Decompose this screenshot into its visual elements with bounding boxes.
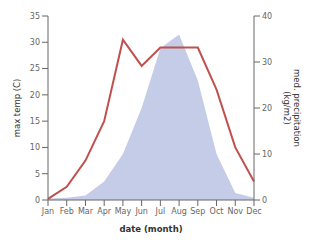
svg-text:Nov: Nov (227, 207, 243, 216)
svg-text:10: 10 (30, 143, 40, 152)
svg-text:0: 0 (262, 196, 267, 205)
svg-text:20: 20 (30, 91, 40, 100)
svg-text:Sep: Sep (190, 207, 205, 216)
svg-text:May: May (115, 207, 132, 216)
svg-text:25: 25 (30, 64, 40, 73)
svg-text:Aug: Aug (171, 207, 187, 216)
svg-text:Jun: Jun (134, 207, 148, 216)
svg-text:30: 30 (262, 58, 272, 67)
svg-text:Apr: Apr (97, 207, 112, 216)
svg-text:Oct: Oct (210, 207, 224, 216)
svg-text:0: 0 (35, 196, 40, 205)
svg-text:med. precipitation(kg/m2): med. precipitation(kg/m2) (282, 69, 302, 147)
svg-text:max temp (C): max temp (C) (12, 79, 22, 138)
svg-text:20: 20 (262, 104, 272, 113)
svg-text:10: 10 (262, 150, 272, 159)
svg-text:30: 30 (30, 38, 40, 47)
svg-text:Feb: Feb (60, 207, 74, 216)
svg-text:35: 35 (30, 12, 40, 21)
svg-text:40: 40 (262, 12, 272, 21)
svg-text:Jul: Jul (155, 207, 166, 216)
svg-text:Mar: Mar (78, 207, 94, 216)
svg-text:5: 5 (35, 170, 40, 179)
svg-text:Dec: Dec (246, 207, 261, 216)
svg-text:Jan: Jan (41, 207, 54, 216)
svg-text:date (month): date (month) (119, 224, 182, 234)
svg-text:15: 15 (30, 117, 40, 126)
